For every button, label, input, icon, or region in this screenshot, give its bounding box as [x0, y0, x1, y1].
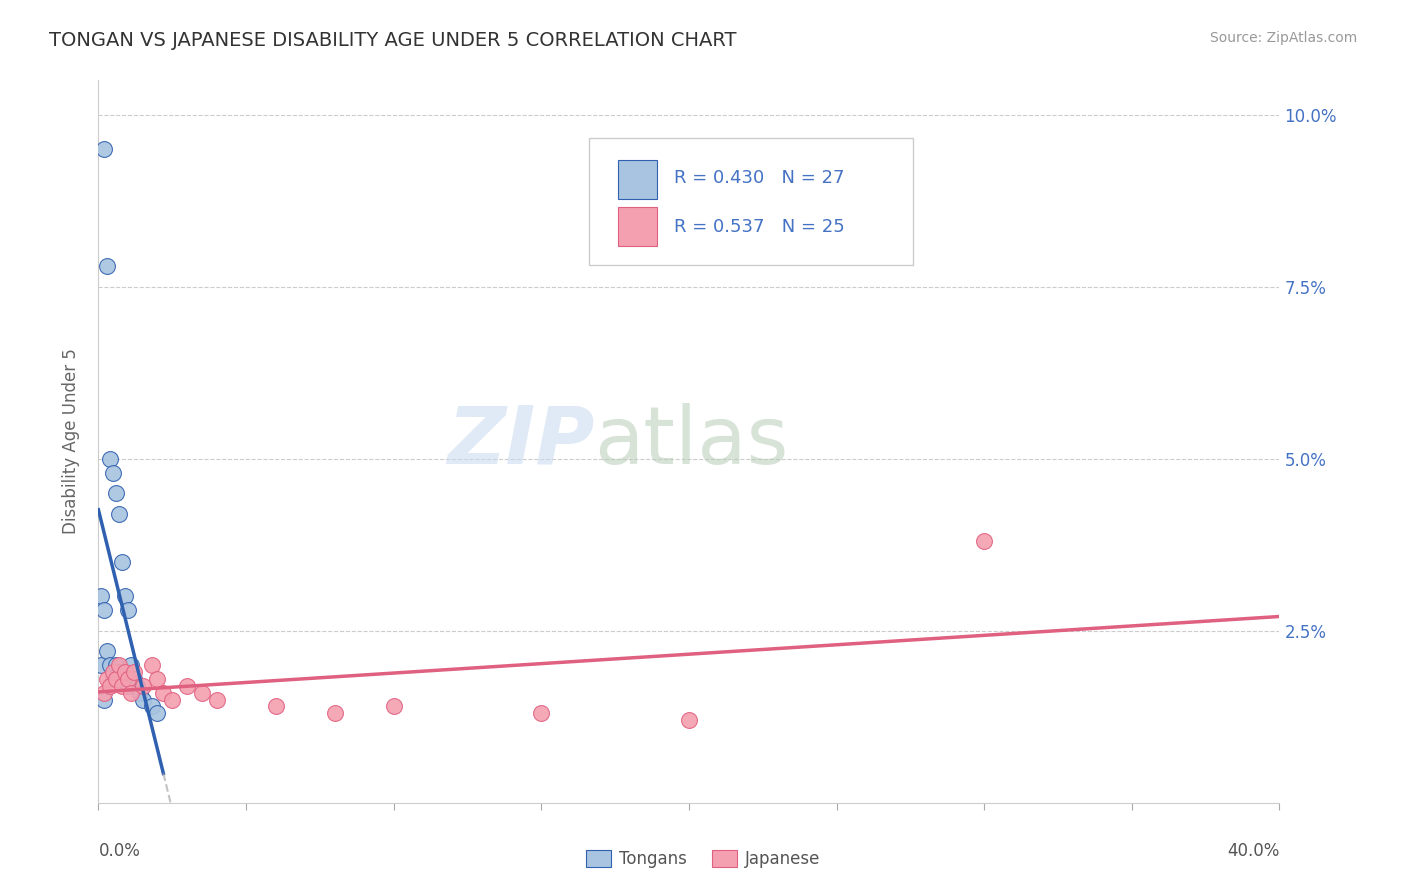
Text: Source: ZipAtlas.com: Source: ZipAtlas.com — [1209, 31, 1357, 45]
Point — [111, 679, 134, 693]
Text: R = 0.430   N = 27: R = 0.430 N = 27 — [673, 169, 844, 186]
Legend: Tongans, Japanese: Tongans, Japanese — [579, 843, 827, 875]
Point — [152, 686, 174, 700]
Point — [105, 658, 128, 673]
Text: atlas: atlas — [595, 402, 789, 481]
Point — [191, 686, 214, 700]
Text: ZIP: ZIP — [447, 402, 595, 481]
Point — [382, 699, 405, 714]
Point — [96, 672, 118, 686]
Bar — [619, 207, 657, 246]
Point — [176, 679, 198, 693]
Point — [205, 692, 228, 706]
Point — [114, 665, 136, 679]
Y-axis label: Disability Age Under 5: Disability Age Under 5 — [62, 349, 80, 534]
Point — [93, 686, 115, 700]
Point — [162, 692, 183, 706]
Point — [90, 658, 112, 673]
Point — [108, 665, 131, 679]
Point — [96, 644, 118, 658]
Point — [530, 706, 553, 721]
Point — [93, 142, 115, 156]
Point — [98, 451, 121, 466]
Point — [117, 603, 139, 617]
Text: TONGAN VS JAPANESE DISABILITY AGE UNDER 5 CORRELATION CHART: TONGAN VS JAPANESE DISABILITY AGE UNDER … — [49, 31, 737, 50]
Bar — [619, 160, 657, 200]
Point — [108, 658, 131, 673]
Point — [114, 590, 136, 604]
Point — [93, 692, 115, 706]
Point — [146, 706, 169, 721]
Point — [122, 665, 145, 679]
Point — [105, 672, 128, 686]
Point — [98, 679, 121, 693]
Point — [323, 706, 346, 721]
Point — [98, 658, 121, 673]
Point — [132, 692, 155, 706]
Point — [111, 672, 134, 686]
Point — [132, 679, 155, 693]
Point — [96, 259, 118, 273]
Point — [103, 672, 125, 686]
Text: R = 0.537   N = 25: R = 0.537 N = 25 — [673, 218, 845, 236]
Point — [678, 713, 700, 727]
Point — [105, 486, 128, 500]
Text: 0.0%: 0.0% — [98, 842, 141, 860]
Point — [141, 699, 163, 714]
Point — [141, 658, 163, 673]
Point — [108, 507, 131, 521]
Point — [125, 679, 148, 693]
Point — [90, 590, 112, 604]
Point — [973, 534, 995, 549]
Point — [128, 686, 150, 700]
Point — [103, 466, 125, 480]
Point — [120, 686, 142, 700]
Point — [146, 672, 169, 686]
Point — [117, 679, 139, 693]
Text: 40.0%: 40.0% — [1227, 842, 1279, 860]
Point — [122, 672, 145, 686]
Point — [117, 672, 139, 686]
Point — [264, 699, 287, 714]
Point — [103, 665, 125, 679]
Point — [120, 658, 142, 673]
FancyBboxPatch shape — [589, 138, 914, 265]
Point — [93, 603, 115, 617]
Point — [111, 555, 134, 569]
